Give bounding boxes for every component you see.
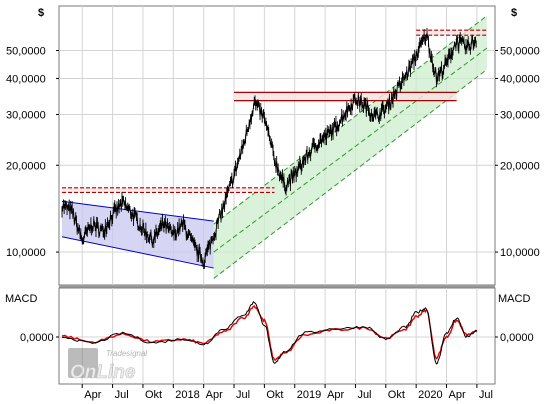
price-unit-right: $	[511, 7, 517, 19]
resistance-zone-fill	[234, 92, 457, 101]
price-tick-label-left: 30,0000	[6, 109, 46, 121]
price-tick-label-left: 20,0000	[6, 160, 46, 172]
date-tick-label: Apr	[327, 389, 344, 401]
date-axis: Apr Jul Okt 2018 Apr Jul Okt 2019 Apr Jul Okt 2020 A…	[81, 384, 493, 401]
watermark-online: OnLine	[70, 362, 136, 383]
date-tick-label: Jul	[479, 389, 493, 401]
macd-axis-right: 0,0000	[495, 332, 534, 344]
price-axis-right: 10,0000 20,0000 30,0000 40,0000 50,0000	[495, 46, 540, 259]
macd-label-left: MACD	[5, 293, 37, 305]
date-tick-label: 2018	[175, 389, 199, 401]
uptrend-channel-lower-line	[213, 68, 488, 279]
macd-tick-label-right: 0,0000	[500, 332, 534, 344]
price-overlays	[61, 15, 488, 279]
downtrend-channel-fill	[62, 201, 214, 269]
date-tick-label: Jul	[236, 389, 250, 401]
price-tick-label-right: 40,0000	[500, 73, 540, 85]
date-tick-label: Apr	[449, 389, 466, 401]
macd-line	[62, 300, 478, 365]
date-tick-label: Okt	[145, 389, 162, 401]
price-line	[61, 32, 477, 267]
date-tick-label: Jul	[357, 389, 371, 401]
watermark-logo-box	[68, 348, 98, 378]
date-tick-label: 2020	[418, 389, 442, 401]
price-tick-label-left: 40,0000	[6, 73, 46, 85]
macd-tick-label-left: 0,0000	[20, 332, 54, 344]
downtrend-channel-lower-line	[61, 236, 214, 269]
date-tick-label: Okt	[266, 389, 283, 401]
date-tick-label: Apr	[84, 389, 101, 401]
price-tick-label-right: 20,0000	[500, 160, 540, 172]
date-tick-label: Okt	[388, 389, 405, 401]
macd-gridlines	[59, 288, 495, 384]
price-axis-left: 10,0000 20,0000 30,0000 40,0000 50,0000	[6, 46, 59, 259]
price-tick-label-right: 10,0000	[500, 247, 540, 259]
price-tick-label-right: 50,0000	[500, 46, 540, 58]
resistance-zone-fill	[62, 187, 275, 193]
uptrend-channel-middle-line	[213, 47, 488, 253]
macd-panel-frame	[58, 287, 496, 385]
date-tick-label: Jul	[115, 389, 129, 401]
date-tick-label: Apr	[206, 389, 223, 401]
price-series	[61, 27, 477, 270]
macd-label-right: MACD	[498, 293, 530, 305]
price-tick-label-left: 10,0000	[6, 247, 46, 259]
price-unit-left: $	[38, 7, 44, 19]
downtrend-channel-upper-line	[61, 200, 214, 222]
price-tick-label-left: 50,0000	[6, 46, 46, 58]
resistance-zone-fill	[416, 30, 487, 36]
panel-separator[interactable]	[59, 285, 495, 288]
macd-series	[61, 300, 478, 365]
watermark-logo: Tradesignal OnLine	[68, 348, 147, 383]
price-tick-label-right: 30,0000	[500, 109, 540, 121]
watermark-tradesignal: Tradesignal	[106, 349, 147, 358]
date-tick-label: 2019	[297, 389, 321, 401]
uptrend-channel-fill	[213, 15, 488, 279]
macd-axis-left: 0,0000	[20, 332, 59, 344]
